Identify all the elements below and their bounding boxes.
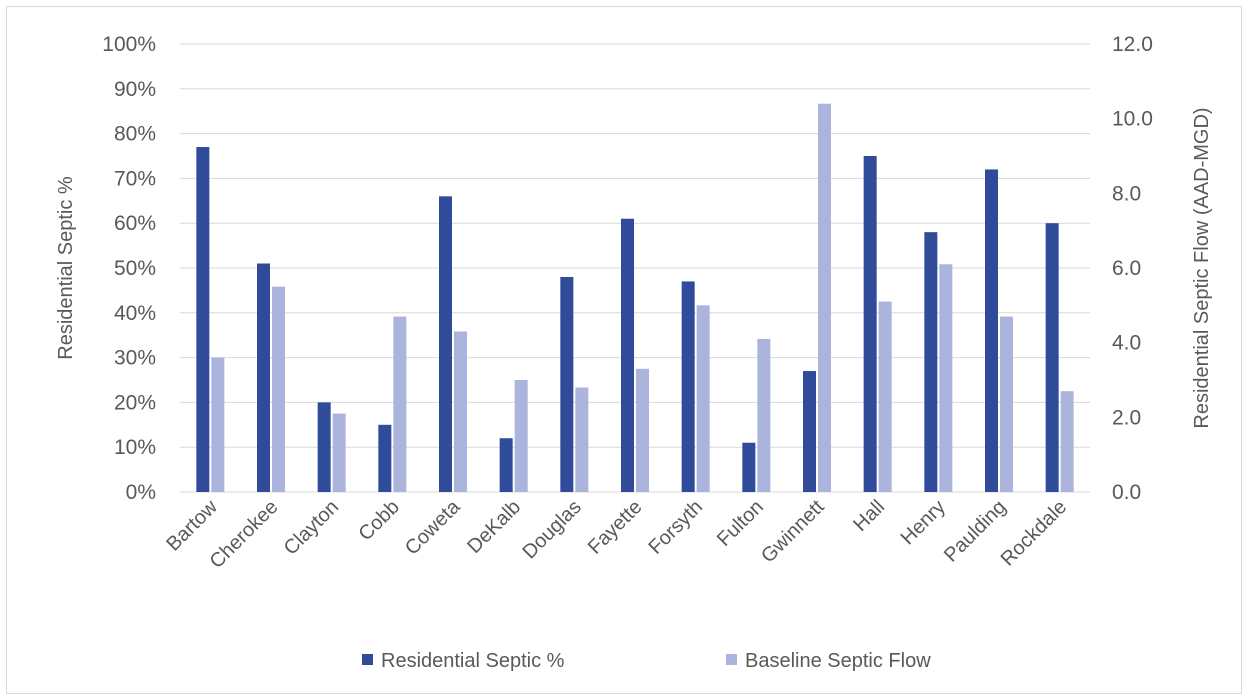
- category-label: Hall: [849, 496, 889, 536]
- left-tick-label: 70%: [114, 167, 156, 190]
- legend-label-residential-septic: Residential Septic %: [381, 650, 565, 672]
- left-tick-label: 90%: [114, 78, 156, 101]
- category-label: Rockdale: [997, 496, 1072, 571]
- bar-baseline-septic-flow: [393, 316, 407, 492]
- bar-residential-septic: [439, 196, 452, 492]
- bar-residential-septic: [560, 276, 574, 492]
- right-tick-label: 6.0: [1112, 257, 1141, 280]
- bar-residential-septic: [257, 263, 270, 492]
- bar-residential-septic: [924, 232, 938, 492]
- right-tick-label: 0.0: [1112, 481, 1141, 504]
- bar-residential-septic: [863, 156, 877, 492]
- category-label: Fayette: [584, 496, 647, 559]
- left-axis-ticks: 0% 10% 20% 30% 40% 50% 60% 70% 80% 90% 100%: [102, 33, 156, 504]
- category-label: Douglas: [518, 496, 585, 563]
- bar-residential-septic: [317, 402, 331, 492]
- bar-baseline-septic-flow: [1060, 391, 1074, 492]
- right-tick-label: 2.0: [1112, 406, 1141, 429]
- bar-residential-septic: [742, 442, 756, 492]
- left-tick-label: 80%: [114, 123, 156, 146]
- category-label: Forsyth: [644, 496, 707, 559]
- legend-label-baseline-septic-flow: Baseline Septic Flow: [745, 650, 931, 672]
- left-tick-label: 20%: [114, 391, 156, 414]
- right-tick-label: 10.0: [1112, 108, 1153, 131]
- bar-residential-septic: [1045, 223, 1059, 492]
- bar-baseline-septic-flow: [878, 301, 892, 492]
- bar-residential-septic: [681, 281, 695, 492]
- right-axis-title: Residential Septic Flow (AAD-MGD): [1191, 107, 1213, 428]
- left-tick-label: 50%: [114, 257, 156, 280]
- category-label: Clayton: [280, 496, 344, 560]
- left-tick-label: 60%: [114, 212, 156, 235]
- bar-residential-septic: [985, 169, 998, 492]
- bar-baseline-septic-flow: [454, 331, 467, 492]
- category-label: Henry: [897, 496, 950, 549]
- bar-baseline-septic-flow: [696, 305, 710, 492]
- bar-baseline-septic-flow: [757, 338, 771, 492]
- right-tick-label: 4.0: [1112, 332, 1141, 355]
- bar-baseline-septic-flow: [514, 380, 528, 492]
- bar-baseline-septic-flow: [939, 264, 953, 492]
- category-label: Gwinnett: [757, 496, 829, 568]
- right-axis-ticks: 0.0 2.0 4.0 6.0 8.0 10.0 12.0: [1112, 33, 1153, 504]
- bar-baseline-septic-flow: [211, 357, 225, 492]
- bar-baseline-septic-flow: [1000, 316, 1013, 492]
- bar-baseline-septic-flow: [575, 387, 589, 492]
- category-label: Coweta: [401, 495, 465, 559]
- legend-swatch-baseline-septic-flow: [726, 654, 737, 665]
- bar-residential-septic: [621, 218, 634, 492]
- legend: Residential Septic % Baseline Septic Flo…: [362, 650, 931, 672]
- bar-residential-septic: [378, 424, 392, 492]
- bars: [196, 103, 1074, 493]
- left-tick-label: 0%: [126, 481, 156, 504]
- bar-baseline-septic-flow: [818, 103, 831, 492]
- left-axis-title: Residential Septic %: [55, 176, 77, 360]
- left-tick-label: 30%: [114, 347, 156, 370]
- bar-residential-septic: [499, 438, 513, 492]
- category-label: DeKalb: [463, 496, 525, 558]
- left-tick-label: 40%: [114, 302, 156, 325]
- category-label: Bartow: [162, 496, 222, 556]
- category-label: Fulton: [713, 496, 768, 551]
- bar-baseline-septic-flow: [636, 368, 649, 492]
- right-tick-label: 8.0: [1112, 182, 1141, 205]
- category-label: Cobb: [355, 496, 404, 545]
- legend-swatch-residential-septic: [362, 654, 373, 665]
- gridlines: [180, 43, 1090, 493]
- left-tick-label: 100%: [102, 33, 156, 56]
- bar-baseline-septic-flow: [272, 286, 285, 492]
- bar-residential-septic: [196, 147, 210, 493]
- bar-baseline-septic-flow: [332, 413, 346, 492]
- bar-residential-septic: [803, 371, 816, 492]
- left-tick-label: 10%: [114, 436, 156, 459]
- right-tick-label: 12.0: [1112, 33, 1153, 56]
